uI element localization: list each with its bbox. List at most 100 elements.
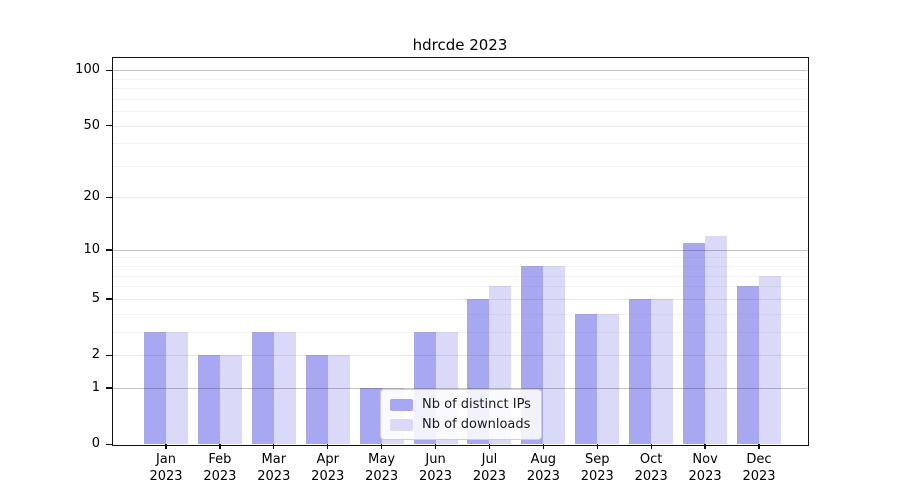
x-tick-year: 2023	[688, 469, 722, 484]
bar-downloads-aug	[543, 266, 566, 444]
bar-distinct-ips-mar	[251, 331, 274, 444]
x-tick-month: Nov	[692, 452, 718, 467]
gridline-y-40	[113, 143, 807, 145]
x-tick-month: Aug	[530, 452, 557, 467]
x-tick-dec	[758, 444, 760, 449]
gridline-y-30	[113, 165, 807, 167]
gridline-y-10	[113, 249, 807, 251]
y-tick-label-2: 2	[91, 347, 100, 362]
axes-frame	[111, 56, 809, 446]
gridline-y-60	[113, 111, 807, 113]
x-tick-label-feb-2023: Feb 2023	[188, 451, 252, 485]
gridline-y-2	[113, 355, 807, 356]
x-tick-label-jan-2023: Jan 2023	[134, 451, 198, 485]
x-tick-label-apr-2023: Apr 2023	[296, 451, 360, 485]
x-tick-month: Jun	[425, 452, 446, 467]
bar-distinct-ips-jan	[144, 331, 166, 444]
chart-title: hdrcde 2023	[412, 36, 508, 54]
y-tick-2	[106, 354, 112, 356]
bar-distinct-ips-oct	[629, 298, 652, 444]
x-tick-jan	[165, 444, 167, 449]
y-tick-label-20: 20	[83, 189, 100, 205]
bar-downloads-apr	[327, 355, 350, 444]
distinct-ips-swatch-icon	[390, 398, 413, 411]
y-tick-20	[106, 196, 112, 199]
x-tick-jul	[488, 444, 491, 449]
gridline-y-3	[113, 331, 807, 333]
plot-area: Nb of distinct IPs Nb of downloads	[113, 58, 807, 444]
x-tick-may	[380, 444, 383, 449]
y-tick-label-100: 100	[75, 62, 100, 78]
x-tick-year: 2023	[203, 469, 237, 484]
bar-downloads-oct	[651, 298, 674, 444]
gridline-y-50	[113, 125, 807, 127]
x-tick-oct	[650, 444, 652, 449]
x-tick-year: 2023	[257, 469, 291, 484]
bar-distinct-ips-may	[359, 387, 382, 444]
x-tick-feb	[219, 444, 221, 449]
y-tick-100	[106, 69, 112, 71]
x-tick-month: Jul	[481, 452, 498, 467]
x-tick-mar	[273, 444, 275, 449]
y-tick-label-0: 0	[91, 436, 100, 451]
bar-distinct-ips-nov	[683, 242, 706, 444]
legend: Nb of distinct IPs Nb of downloads	[380, 389, 542, 440]
legend-label-distinct-ips: Nb of distinct IPs	[422, 397, 531, 412]
x-tick-year: 2023	[365, 469, 399, 484]
x-tick-month: Dec	[746, 452, 772, 467]
legend-item-downloads: Nb of downloads	[390, 417, 531, 432]
x-tick-month: Sep	[585, 452, 610, 467]
bar-downloads-nov	[705, 236, 728, 444]
x-tick-year: 2023	[742, 469, 776, 484]
y-tick-1	[106, 387, 112, 389]
x-tick-aug	[542, 444, 544, 449]
gridline-y-7	[113, 275, 807, 277]
x-tick-nov	[704, 444, 706, 449]
x-tick-apr	[327, 444, 329, 449]
x-tick-label-nov-2023: Nov 2023	[673, 451, 737, 485]
gridline-y-70	[113, 98, 807, 100]
x-tick-month: Jan	[155, 452, 177, 467]
x-tick-label-jul-2023: Jul 2023	[457, 451, 521, 485]
x-tick-month: Feb	[208, 452, 232, 467]
x-tick-year: 2023	[311, 469, 345, 484]
x-tick-label-dec-2023: Dec 2023	[727, 451, 791, 485]
bar-downloads-mar	[273, 331, 296, 444]
bar-distinct-ips-dec	[737, 286, 759, 444]
y-tick-10	[106, 249, 112, 251]
gridline-y-5	[113, 298, 807, 300]
y-tick-label-10: 10	[83, 241, 100, 257]
x-tick-label-oct-2023: Oct 2023	[619, 451, 683, 485]
x-tick-label-jun-2023: Jun 2023	[404, 451, 468, 485]
x-tick-label-may-2023: May 2023	[350, 451, 414, 485]
gridline-y-80	[113, 88, 807, 90]
x-tick-year: 2023	[418, 469, 453, 484]
x-tick-month: Mar	[261, 452, 287, 467]
x-tick-sep	[596, 444, 598, 449]
gridline-y-100	[113, 70, 807, 72]
bar-distinct-ips-feb	[197, 355, 220, 444]
legend-item-distinct-ips: Nb of distinct IPs	[390, 397, 531, 412]
y-tick-50	[106, 125, 112, 127]
x-tick-label-mar-2023: Mar 2023	[242, 451, 306, 485]
gridline-y-1	[113, 387, 807, 389]
x-tick-label-aug-2023: Aug 2023	[511, 451, 575, 485]
y-tick-0	[106, 443, 112, 445]
x-tick-label-sep-2023: Sep 2023	[565, 451, 629, 485]
x-tick-month: Oct	[639, 452, 663, 467]
downloads-swatch-icon	[390, 418, 413, 431]
gridline-y-4	[113, 313, 807, 315]
bar-downloads-dec	[759, 275, 781, 444]
x-tick-jun	[434, 444, 437, 449]
y-tick-5	[106, 298, 112, 300]
gridline-y-6	[113, 286, 807, 288]
x-tick-year: 2023	[634, 469, 668, 484]
x-tick-month: May	[368, 452, 396, 467]
gridline-y-9	[113, 257, 807, 259]
bar-downloads-sep	[597, 313, 620, 444]
gridline-y-8	[113, 266, 807, 268]
gridline-y-20	[113, 197, 807, 199]
gridline-y-90	[113, 78, 807, 80]
x-tick-year: 2023	[526, 469, 560, 484]
